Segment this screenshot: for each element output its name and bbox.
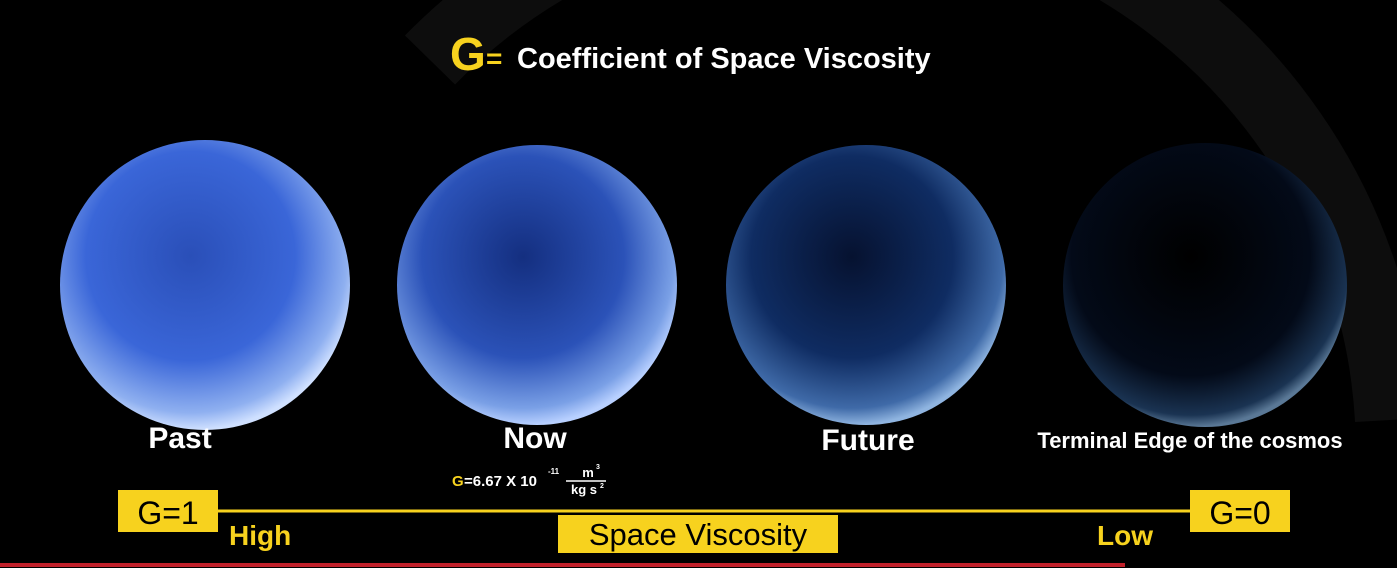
sphere-now (397, 145, 677, 425)
stage-label: Past (148, 422, 211, 455)
title-symbol: G (450, 28, 486, 80)
formula-exponent: -11 (548, 467, 560, 476)
stage-label: Terminal Edge of the cosmos (1037, 428, 1342, 453)
sphere-future (726, 145, 1006, 425)
stage-label: Now (503, 422, 567, 455)
stage-label: Future (821, 424, 914, 457)
title-text: Coefficient of Space Viscosity (517, 43, 931, 75)
bottom-bar (0, 563, 1125, 567)
infographic: G = Coefficient of Space Viscosity Past … (0, 0, 1397, 568)
sphere-terminal (1063, 143, 1347, 427)
formula-numerator: m (582, 465, 594, 480)
scale-right: G=0 (1209, 495, 1270, 531)
scale-middle: Space Viscosity (589, 517, 808, 552)
formula-value: =6.67 X 10 (464, 473, 537, 490)
title-equals: = (486, 43, 502, 74)
scale-low: Low (1097, 520, 1153, 551)
formula-denominator-power: 2 (600, 483, 604, 490)
scale-high: High (229, 520, 291, 551)
scale-left: G=1 (137, 495, 198, 531)
sphere-past (60, 140, 350, 430)
page: G = Coefficient of Space Viscosity Past … (0, 0, 1397, 568)
formula-numerator-power: 3 (596, 464, 600, 471)
formula-symbol: G (452, 473, 464, 490)
formula-denominator: kg s (571, 482, 597, 497)
